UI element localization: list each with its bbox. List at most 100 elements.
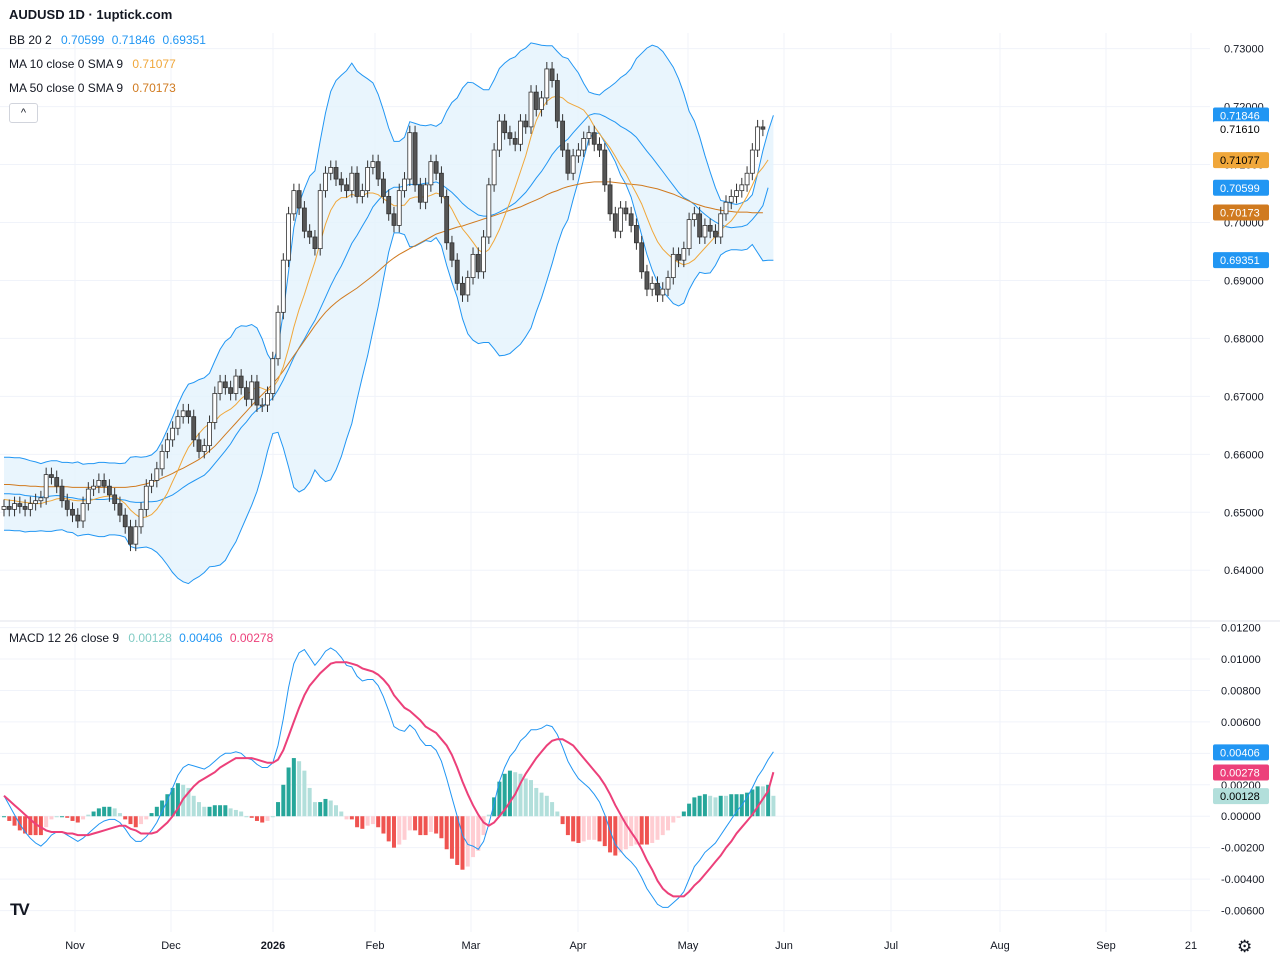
macd-histogram-bar (312, 802, 317, 817)
candle-body (344, 184, 349, 192)
macd-histogram-bar (286, 767, 291, 817)
candle (655, 276, 660, 302)
candle-body (386, 196, 392, 215)
macd-histogram-bar (81, 816, 86, 820)
candle (628, 206, 634, 233)
macd-histogram-bar (576, 816, 581, 843)
candle-body (475, 253, 481, 273)
candle-body (91, 485, 96, 490)
price-pane[interactable] (1, 42, 774, 585)
macd-histogram-bar (497, 781, 502, 817)
legend-ma10[interactable]: MA 10 close 0 SMA 9 0.71077 (9, 57, 180, 71)
macd-histogram-bar (418, 816, 423, 836)
macd-tick-label: 0.00000 (1221, 811, 1261, 823)
candle-body (576, 149, 581, 157)
price-tick-label: 0.69000 (1224, 275, 1264, 287)
macd-tick-label: 0.00800 (1221, 685, 1261, 697)
macd-histogram-bar (560, 816, 565, 825)
macd-histogram-bar (634, 816, 639, 845)
candle (359, 183, 365, 204)
macd-histogram-bar (307, 787, 312, 817)
candle (107, 479, 112, 502)
time-tick-label: Apr (569, 940, 586, 952)
candle (565, 143, 571, 181)
candle (317, 183, 323, 256)
macd-histogram-bar (660, 816, 665, 836)
macd-histogram-bar (687, 803, 692, 817)
price-axis[interactable]: 0.730000.720000.710000.700000.690000.680… (1224, 44, 1264, 578)
macd-pane[interactable] (2, 647, 776, 908)
gear-icon[interactable]: ⚙ (1237, 937, 1253, 956)
candle-body (728, 196, 734, 203)
macd-axis[interactable]: 0.012000.010000.008000.006000.004000.002… (1221, 623, 1264, 918)
time-tick-label: Jul (884, 940, 898, 952)
candle (365, 160, 371, 198)
macd-histogram-bar (107, 806, 112, 817)
candle (597, 137, 602, 158)
legend-bb[interactable]: BB 20 2 0.70599 0.71846 0.69351 (9, 33, 210, 47)
candle (691, 206, 697, 227)
legend-macd-hist: 0.00128 (128, 631, 172, 645)
candle-body (713, 230, 718, 238)
candle-body (196, 439, 202, 452)
candle-body (602, 149, 608, 186)
candle-body (323, 172, 328, 192)
candle-body (149, 480, 154, 487)
candle-body (623, 207, 629, 215)
candle (254, 374, 260, 413)
candle (191, 409, 197, 447)
candle-body (1, 506, 7, 510)
candle (238, 369, 244, 395)
candle-body (175, 416, 181, 429)
candle (581, 131, 587, 158)
price-tag-text: 0.69351 (1220, 255, 1260, 267)
macd-histogram-bar (149, 813, 154, 817)
candle (391, 206, 397, 233)
price-tick-label: 0.73000 (1224, 44, 1264, 56)
candle (133, 519, 139, 552)
candle (128, 519, 133, 552)
tradingview-logo[interactable]: TV (10, 900, 30, 919)
candle-body (280, 259, 286, 313)
candle (560, 114, 566, 158)
candle (312, 230, 318, 256)
candle-body (212, 393, 218, 423)
macd-histogram-bar (75, 816, 80, 823)
candle (454, 253, 460, 291)
candle (33, 493, 39, 511)
candle (59, 479, 65, 508)
candle-body (760, 126, 766, 130)
macd-histogram-bar (207, 806, 212, 817)
macd-histogram-bar (91, 811, 96, 817)
candle-body (154, 468, 160, 481)
legend-macd[interactable]: MACD 12 26 close 9 0.00128 0.00406 0.002… (9, 631, 277, 645)
candle-body (107, 485, 112, 496)
macd-tag-box (1213, 788, 1269, 805)
legend-ma50[interactable]: MA 50 close 0 SMA 9 0.70173 (9, 81, 180, 95)
legend-macd-macd: 0.00406 (179, 631, 223, 645)
macd-histogram-bar (291, 758, 296, 817)
candle (623, 201, 629, 221)
candle-body (349, 172, 355, 192)
candle-body (581, 138, 587, 151)
macd-tick-label: 0.01200 (1221, 623, 1261, 635)
candle-body (59, 485, 65, 502)
candle-body (207, 422, 212, 447)
candle-body (486, 184, 492, 238)
macd-histogram-bar (265, 816, 270, 821)
bollinger-band-fill (4, 42, 774, 584)
candle-body (238, 375, 244, 389)
candle (17, 496, 23, 514)
macd-histogram-bar (391, 816, 396, 848)
candle-body (122, 514, 128, 528)
time-axis[interactable]: Nov Dec 2026 Feb Mar Apr May Jun Jul Aug Sep 21 (65, 940, 1197, 952)
macd-histogram-bar (413, 816, 418, 831)
macd-histogram-bar (581, 816, 586, 842)
macd-histogram-bar (323, 798, 328, 817)
candle (96, 473, 102, 494)
macd-tag-text: 0.00406 (1220, 747, 1260, 759)
macd-histogram-bar (618, 816, 623, 853)
collapse-legend-button[interactable]: ^ (9, 103, 38, 123)
